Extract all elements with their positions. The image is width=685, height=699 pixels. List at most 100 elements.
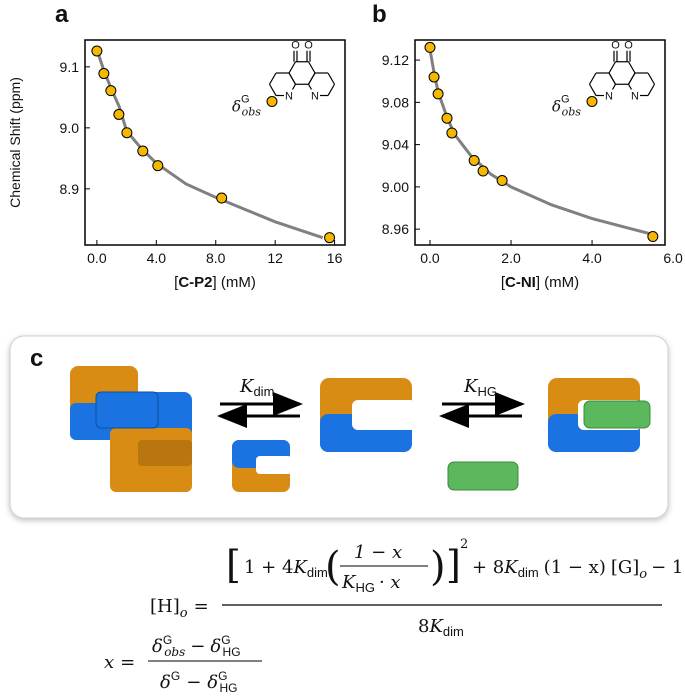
data-point <box>137 145 149 157</box>
eq-token: · x <box>379 572 401 593</box>
eq-sup: G <box>171 669 180 683</box>
eq-token: δ <box>207 672 218 693</box>
x-tick-label: 6.0 <box>663 250 683 266</box>
bond <box>608 72 617 85</box>
eq-text: + 8Kdim (1 − x) [G]o − 1 <box>472 557 683 582</box>
bond <box>307 61 316 74</box>
x-axis-label: [C-P2] (mM) <box>174 274 256 291</box>
bond <box>288 72 297 85</box>
bond <box>268 72 277 85</box>
bond <box>307 72 316 85</box>
x-tick-label: 4.0 <box>582 250 602 266</box>
delta: δ <box>552 98 561 116</box>
x-tick-label: 8.0 <box>206 250 226 266</box>
x-axis-label-part: [ <box>501 274 506 291</box>
eq-text: [H]o = <box>150 596 209 621</box>
delta: δ <box>232 98 241 116</box>
data-point <box>152 160 164 172</box>
delta-label: δG obs <box>232 94 261 119</box>
eq-token: + 8 <box>472 557 504 578</box>
eq-token: δ <box>160 672 171 693</box>
y-tick-label: 9.04 <box>382 137 409 153</box>
eq-sub: dim <box>443 624 464 639</box>
charts: 0.0 4.0 8.0 12 168.99.09.1[C-P2] (mM)Chemica… <box>7 39 683 291</box>
y-tick-label: 9.1 <box>60 59 80 75</box>
equation: [H]o = [ 1 + 4Kdim ( 1 − x KHG · x ) ] 2 +… <box>104 537 683 695</box>
eq-token: 1 − x <box>354 542 402 563</box>
atom-bg <box>604 89 614 102</box>
eq-sup: G <box>163 633 172 647</box>
k-sub: dim <box>253 384 274 399</box>
atom-bg <box>630 89 640 102</box>
atom-bg <box>284 89 294 102</box>
panel-label: b <box>372 1 387 28</box>
eq-token: (1 − x) <box>544 557 606 578</box>
eq-sub: dim <box>307 565 328 580</box>
eq-token: K <box>503 557 519 578</box>
data-point <box>424 41 436 53</box>
eq-sub: HG <box>355 580 375 595</box>
atom-bg <box>310 89 320 102</box>
eq-text: KHG · x <box>341 572 401 595</box>
bond <box>647 83 656 96</box>
eq-token: K <box>292 557 308 578</box>
eq-sub: HG <box>219 681 237 695</box>
y-tick-label: 9.0 <box>60 120 80 136</box>
data-point <box>98 68 110 80</box>
bond <box>268 83 277 96</box>
eq-text: δG obs − δG HG <box>152 633 241 659</box>
y-tick-label: 9.12 <box>382 52 409 68</box>
eq-token: ) <box>430 544 446 590</box>
delta-sup: G <box>561 94 570 106</box>
x-axis-label-part: C-P2 <box>178 274 212 291</box>
eq-token: [ <box>226 543 241 587</box>
bond <box>627 72 636 85</box>
data-point <box>428 71 440 83</box>
plot-frame <box>414 39 666 246</box>
eq-text: 1 + 4Kdim <box>244 557 328 580</box>
data-point <box>496 175 508 187</box>
bond <box>608 61 617 74</box>
k-dim-label: Kdim <box>239 376 274 399</box>
atom-label: N <box>311 90 319 102</box>
data-point <box>477 165 489 177</box>
x-axis-label-part: C-NI <box>505 274 536 291</box>
y-tick-label: 9.00 <box>382 179 409 195</box>
k-symbol: K <box>239 376 255 397</box>
panel-label: a <box>55 1 69 28</box>
data-point <box>468 154 480 166</box>
x-tick-label: 0.0 <box>420 250 440 266</box>
eq-text: δG − δG HG <box>160 669 237 695</box>
eq-token: 8 <box>418 616 429 637</box>
delta-sub: obs <box>242 106 262 119</box>
data-point <box>113 108 125 120</box>
eq-sup: G <box>218 669 227 683</box>
delta-sub: obs <box>562 106 582 119</box>
data-point <box>432 88 444 100</box>
delta-sup: G <box>241 94 250 106</box>
eq-token: − <box>190 636 205 657</box>
bond <box>588 83 597 96</box>
data-point <box>324 232 336 244</box>
x-axis-label: [C-NI] (mM) <box>501 274 579 291</box>
x-tick-label: 12 <box>267 250 283 266</box>
k-sub: HG <box>477 384 497 399</box>
x-tick-label: 4.0 <box>147 250 167 266</box>
eq-token: [H] <box>150 596 180 617</box>
x-axis-label-part: ] (mM) <box>213 274 256 291</box>
eq-sup: 2 <box>460 537 468 552</box>
eq-token: 1 + 4 <box>244 557 293 578</box>
bond <box>588 72 597 85</box>
eq-token: K <box>428 616 444 637</box>
bond <box>327 72 336 85</box>
data-point <box>216 192 228 204</box>
eq-token: K <box>341 572 357 593</box>
k-hg-label: KHG <box>463 376 497 399</box>
eq-token: − <box>186 672 201 693</box>
eq-sub: dim <box>518 565 539 580</box>
data-point <box>441 112 453 124</box>
y-axis-label: Chemical Shift (ppm) <box>7 77 23 208</box>
atom-label: O <box>624 40 633 52</box>
atom-label: N <box>285 90 293 102</box>
k-symbol: K <box>463 376 479 397</box>
